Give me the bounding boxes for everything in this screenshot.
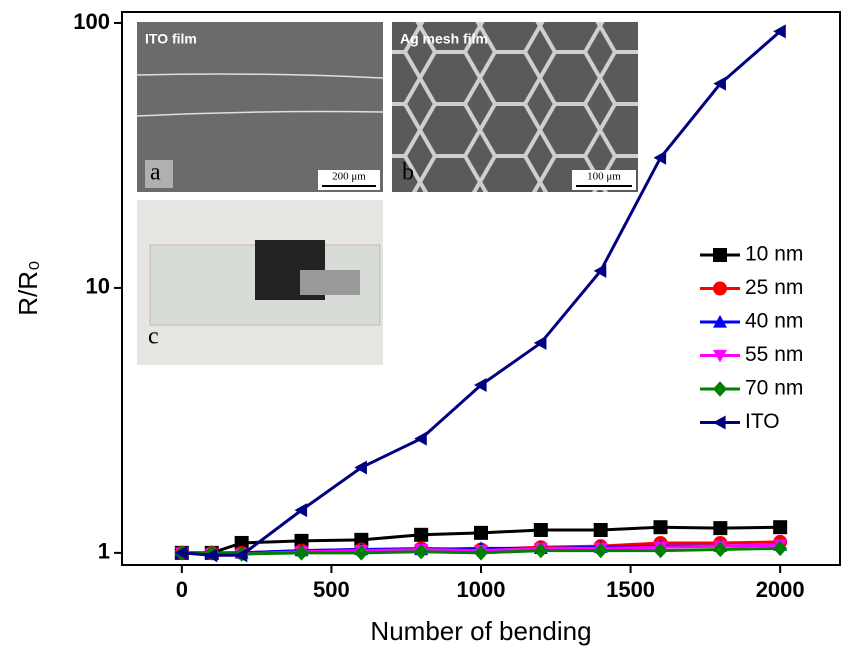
legend-label: 10 nm bbox=[745, 243, 803, 266]
scale-label: 100 μm bbox=[587, 171, 621, 183]
y-axis-label: R/R₀ bbox=[13, 260, 43, 316]
legend-label: 25 nm bbox=[745, 276, 803, 299]
data-point bbox=[654, 520, 668, 534]
legend-marker bbox=[713, 416, 726, 430]
legend-label: 40 nm bbox=[745, 310, 803, 333]
chart: ITO film a 200 μm Ag mesh film b 100 μm … bbox=[0, 0, 864, 655]
data-point bbox=[534, 523, 548, 537]
y-tick-label: 100 bbox=[73, 9, 110, 34]
sem-image bbox=[392, 22, 638, 192]
x-tick-label: 500 bbox=[313, 577, 350, 602]
y-tick-label: 1 bbox=[98, 539, 110, 564]
x-tick-label: 1000 bbox=[457, 577, 506, 602]
legend-marker bbox=[713, 248, 727, 262]
inset-title: Ag mesh film bbox=[400, 31, 488, 47]
x-tick-label: 1500 bbox=[606, 577, 655, 602]
data-point bbox=[414, 432, 427, 446]
data-point bbox=[414, 528, 428, 542]
sem-image bbox=[137, 22, 383, 192]
legend-marker bbox=[713, 381, 727, 396]
inset-a: ITO film a 200 μm bbox=[137, 22, 383, 192]
inset-letter: a bbox=[150, 160, 161, 186]
inset-letter: c bbox=[148, 324, 159, 350]
inset-c: c bbox=[137, 200, 383, 365]
data-point bbox=[713, 521, 727, 535]
data-point bbox=[594, 523, 608, 537]
photo-micrometer bbox=[300, 270, 360, 295]
inset-b: Ag mesh film b 100 μm bbox=[392, 22, 638, 192]
x-axis-label: Number of bending bbox=[370, 616, 591, 646]
legend-label: 55 nm bbox=[745, 343, 803, 366]
data-point bbox=[773, 520, 787, 534]
x-tick-label: 0 bbox=[176, 577, 188, 602]
legend-marker bbox=[713, 282, 727, 296]
x-tick-label: 2000 bbox=[756, 577, 805, 602]
y-tick-label: 10 bbox=[86, 274, 110, 299]
data-point bbox=[474, 526, 488, 540]
inset-letter: b bbox=[402, 160, 414, 186]
legend-label: 70 nm bbox=[745, 377, 803, 400]
scale-label: 200 μm bbox=[332, 171, 366, 183]
inset-title: ITO film bbox=[145, 31, 197, 47]
data-point bbox=[654, 151, 667, 165]
legend-label: ITO bbox=[745, 410, 780, 433]
